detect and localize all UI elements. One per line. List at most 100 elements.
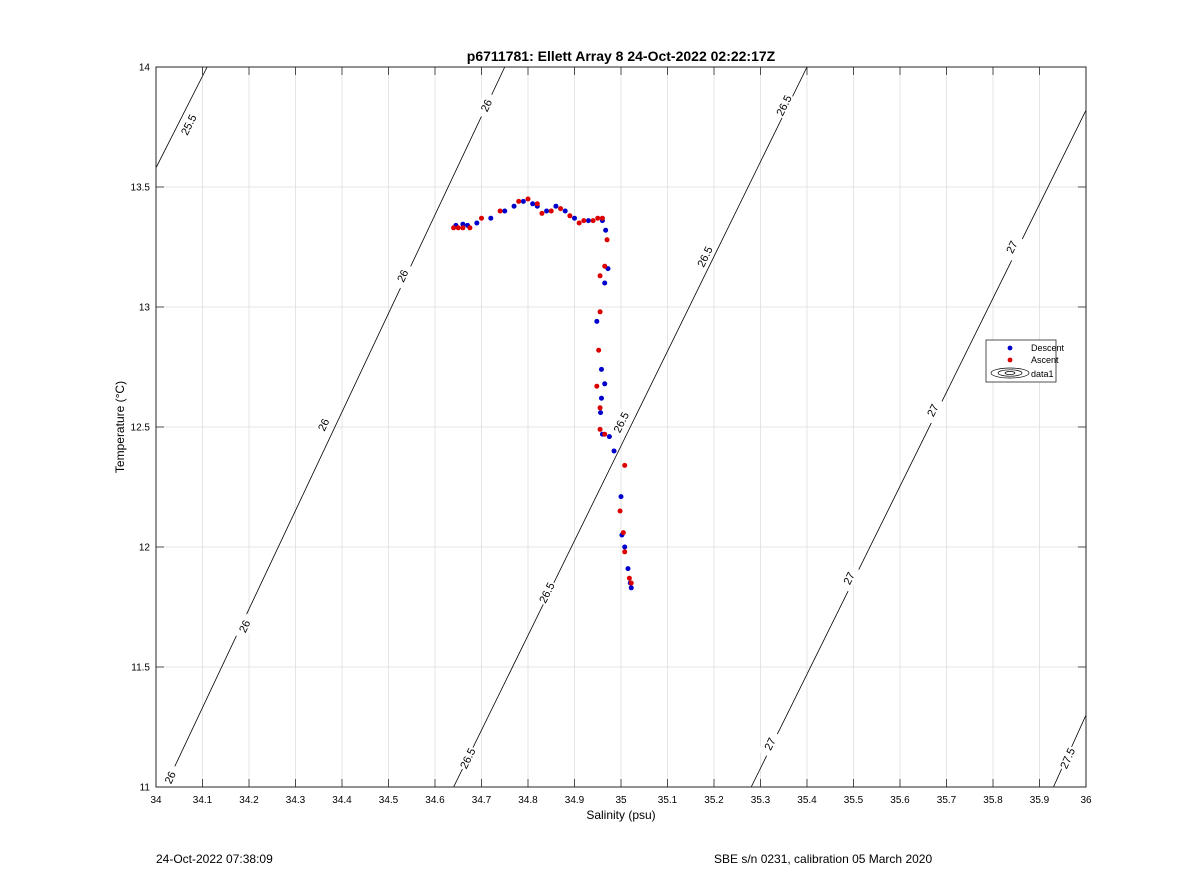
ascent-point [576, 220, 582, 226]
isopycnal-label: 26 [479, 98, 495, 114]
x-tick-label: 34 [150, 795, 162, 806]
ascent-point [597, 273, 603, 279]
descent-point [625, 566, 631, 572]
legend-ascent-marker [1007, 357, 1013, 363]
ascent-point [597, 426, 603, 432]
x-tick-marks: 34 34.1 34.2 34.3 34.4 34.5 34.6 34.7 34.8 34.9 35… [150, 67, 1092, 806]
isopycnal-label-bg [1056, 744, 1079, 773]
ascent-point [617, 508, 623, 514]
descent-point [606, 434, 612, 440]
descent-point [628, 585, 634, 591]
descent-point [611, 448, 617, 454]
isopycnal-label: 26 [316, 417, 332, 433]
y-tick-label: 12.5 [131, 423, 151, 434]
x-tick-label: 35.1 [658, 795, 678, 806]
x-tick-label: 34.9 [565, 795, 585, 806]
isopycnal-label-bg [535, 578, 559, 607]
ascent-point [622, 462, 628, 468]
descent-point [572, 215, 577, 221]
legend: Descent Ascent data1 [985, 339, 1065, 383]
isopycnal-label: 26 [163, 770, 179, 786]
descent-point [511, 203, 517, 209]
isopycnal-label-bg [920, 396, 945, 425]
legend-descent-label: Descent [1031, 343, 1065, 353]
isopycnal-label: 27 [1004, 239, 1020, 255]
descent-point [562, 208, 568, 214]
x-tick-label: 34.5 [379, 795, 399, 806]
ascent-point [525, 196, 531, 202]
ascent-point [595, 215, 601, 221]
ascent-point [626, 575, 632, 581]
isopycnal-label: 26 [237, 619, 253, 635]
x-tick-label: 34.6 [425, 795, 445, 806]
descent-point [553, 203, 559, 209]
x-tick-label: 35.5 [844, 795, 864, 806]
y-tick-label: 12 [139, 543, 151, 554]
timestamp-text: 24-Oct-2022 07:38:09 [156, 852, 273, 866]
isopycnal-line [453, 67, 808, 787]
descent-point [598, 366, 604, 372]
x-tick-label: 34.8 [518, 795, 538, 806]
isopycnal-label: 27 [842, 570, 858, 586]
isopycnal-label-bg [758, 729, 782, 758]
isopycnal-label-bg [474, 91, 498, 120]
ascent-point [602, 431, 608, 437]
descent-point [474, 220, 480, 226]
descent-point [603, 227, 609, 233]
x-tick-label: 35.7 [937, 795, 957, 806]
ascent-point [479, 215, 484, 221]
density-contours [156, 67, 1086, 787]
isopycnal-label-bg [1000, 233, 1024, 261]
ascent-point [597, 309, 603, 315]
ascent-point [460, 225, 466, 231]
y-tick-label: 11.5 [131, 663, 150, 674]
isopycnal-label-bg [232, 612, 256, 641]
descent-point [530, 201, 536, 207]
legend-descent-marker [1007, 345, 1013, 351]
descent-point [594, 318, 600, 324]
x-tick-label: 34.7 [472, 795, 492, 806]
isopycnal-label: 26 [395, 268, 411, 284]
y-tick-label: 11 [140, 783, 151, 794]
ascent-point [516, 198, 522, 204]
isopycnal-label: 27 [763, 736, 779, 752]
descent-point [598, 395, 604, 401]
descent-point [602, 381, 608, 387]
ascent-point [604, 237, 610, 243]
ascent-point [581, 218, 587, 224]
isopycnal-line [164, 67, 506, 787]
x-tick-label: 35.8 [983, 795, 1003, 806]
isopycnal-label: 27 [925, 402, 941, 418]
ascent-point [596, 347, 602, 353]
isopycnal-line [750, 110, 1086, 787]
ascent-point [558, 206, 564, 212]
legend-ascent-label: Ascent [1031, 355, 1059, 365]
x-tick-label: 34.3 [286, 795, 306, 806]
x-tick-label: 34.1 [193, 795, 213, 806]
y-tick-label: 14 [139, 63, 151, 74]
descent-point [520, 198, 526, 204]
ascent-point [548, 208, 554, 214]
ascent-point [620, 530, 626, 536]
x-tick-label: 36 [1080, 795, 1092, 806]
y-tick-label: 13.5 [131, 183, 151, 194]
ascent-point [628, 580, 634, 586]
x-tick-label: 35.2 [704, 795, 724, 806]
descent-point [622, 544, 628, 550]
isopycnal-label-bg [609, 408, 633, 437]
ascent-point [455, 225, 461, 231]
ascent-point [594, 383, 600, 389]
ascent-point [534, 201, 540, 207]
ascent-point [539, 210, 545, 216]
x-tick-label: 35.4 [797, 795, 817, 806]
calibration-text: SBE s/n 0231, calibration 05 March 2020 [714, 852, 933, 866]
isopycnal-label-bg [693, 242, 717, 271]
isopycnal-line [156, 67, 208, 168]
ascent-point [590, 218, 596, 224]
isopycnal-label-bg [772, 91, 796, 120]
y-tick-label: 13 [139, 303, 151, 314]
ascent-point [602, 263, 608, 269]
ascent-point [622, 549, 628, 555]
x-tick-label: 34.2 [239, 795, 259, 806]
